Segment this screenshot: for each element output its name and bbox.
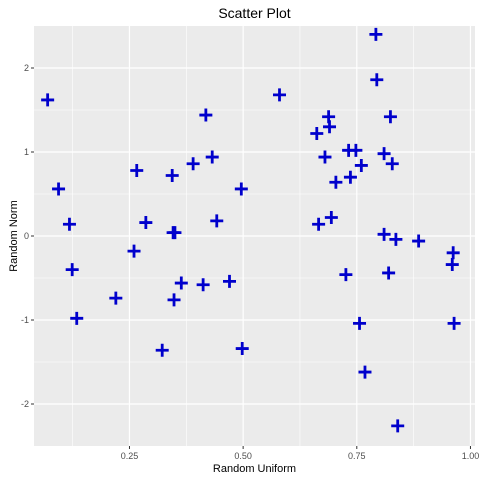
data-point xyxy=(329,175,343,189)
data-point xyxy=(339,268,353,282)
data-point xyxy=(324,211,338,225)
x-tick-label: 0.25 xyxy=(121,451,139,461)
data-point xyxy=(383,110,397,124)
data-point xyxy=(139,216,153,230)
data-point xyxy=(127,244,141,258)
data-point xyxy=(445,258,459,272)
x-tick-label: 0.50 xyxy=(234,451,252,461)
data-point xyxy=(412,234,426,248)
data-point xyxy=(354,158,368,172)
data-point xyxy=(358,365,372,379)
data-point xyxy=(310,127,324,141)
data-point xyxy=(385,157,399,171)
data-point xyxy=(109,291,123,305)
data-point xyxy=(349,143,363,157)
data-points xyxy=(41,27,461,433)
data-point xyxy=(391,419,405,433)
data-point xyxy=(235,342,249,356)
y-axis-ticks: -2 -1 0 1 2 xyxy=(21,63,34,409)
data-point xyxy=(52,182,66,196)
y-axis-label: Random Norm xyxy=(8,200,20,272)
y-tick-label: -2 xyxy=(21,399,29,409)
x-axis-label: Random Uniform xyxy=(213,463,296,475)
y-tick-label: 1 xyxy=(24,147,29,157)
data-point xyxy=(165,169,179,183)
data-point xyxy=(312,217,326,231)
data-point xyxy=(196,278,210,292)
y-tick-label: 2 xyxy=(24,63,29,73)
data-point xyxy=(41,93,55,107)
data-point xyxy=(155,343,169,357)
data-point xyxy=(353,316,367,330)
data-point xyxy=(323,120,337,134)
data-point xyxy=(234,182,248,196)
data-point xyxy=(382,266,396,280)
x-tick-label: 1.00 xyxy=(462,451,480,461)
major-gridlines xyxy=(34,26,475,446)
y-tick-label: -1 xyxy=(21,315,29,325)
data-point xyxy=(186,157,200,171)
chart-title: Scatter Plot xyxy=(218,5,290,21)
data-point xyxy=(168,226,182,240)
data-point xyxy=(210,214,224,228)
data-point xyxy=(389,232,403,246)
data-point xyxy=(369,27,383,41)
data-point xyxy=(65,263,79,277)
x-axis-ticks: 0.25 0.50 0.75 1.00 xyxy=(121,446,480,461)
data-point xyxy=(130,163,144,177)
data-point xyxy=(447,316,461,330)
data-point xyxy=(318,150,332,164)
data-point xyxy=(62,217,76,231)
x-tick-label: 0.75 xyxy=(348,451,366,461)
data-point xyxy=(343,170,357,184)
data-point xyxy=(370,73,384,87)
data-point xyxy=(70,311,84,325)
data-point xyxy=(377,147,391,161)
data-point xyxy=(174,276,188,290)
data-point xyxy=(222,274,236,288)
data-point xyxy=(167,293,181,307)
data-point xyxy=(377,227,391,241)
data-point xyxy=(446,246,460,260)
data-point xyxy=(205,150,219,164)
data-point xyxy=(273,88,287,102)
y-tick-label: 0 xyxy=(24,231,29,241)
data-point xyxy=(199,108,213,122)
